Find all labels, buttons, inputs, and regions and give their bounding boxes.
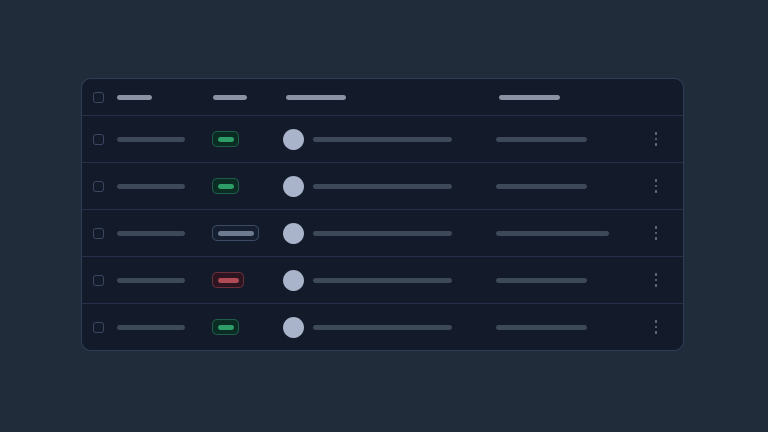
user-skeleton (312, 136, 452, 142)
detail-skeleton (496, 183, 588, 189)
status-badge (212, 225, 260, 241)
table-row[interactable] (82, 115, 683, 162)
row-status-cell (212, 272, 283, 288)
row-name-cell (116, 277, 212, 283)
row-detail-cell (496, 183, 652, 189)
avatar (282, 269, 304, 291)
row-actions-cell (653, 318, 684, 336)
status-badge (212, 131, 240, 147)
user-skeleton (312, 230, 452, 236)
header-skeleton-user (286, 94, 346, 100)
row-checkbox[interactable] (93, 274, 104, 286)
avatar (282, 316, 304, 338)
header-user-cell (284, 94, 499, 100)
status-badge (212, 272, 245, 288)
row-checkbox[interactable] (93, 133, 104, 145)
row-status-cell (212, 178, 283, 194)
table-row[interactable] (82, 209, 683, 256)
row-detail-cell (496, 136, 652, 142)
kebab-menu-icon[interactable] (653, 271, 660, 289)
detail-skeleton (496, 230, 610, 236)
row-status-cell (212, 225, 283, 241)
kebab-menu-icon[interactable] (653, 177, 660, 195)
row-checkbox-cell (82, 180, 117, 192)
row-checkbox[interactable] (93, 180, 104, 192)
row-name-cell (116, 324, 212, 330)
row-name-cell (116, 136, 212, 142)
status-badge (212, 319, 240, 335)
kebab-menu-icon[interactable] (653, 130, 660, 148)
header-skeleton-name (117, 94, 152, 100)
header-detail-cell (499, 94, 656, 100)
user-skeleton (312, 183, 452, 189)
table-row[interactable] (82, 303, 683, 350)
row-checkbox-cell (82, 274, 117, 286)
select-all-checkbox[interactable] (93, 91, 104, 103)
data-table (81, 78, 684, 351)
kebab-menu-icon[interactable] (653, 318, 660, 336)
row-detail-cell (496, 230, 652, 236)
name-skeleton (116, 230, 185, 236)
row-name-cell (116, 183, 212, 189)
row-user-cell (282, 175, 497, 197)
row-checkbox[interactable] (93, 227, 104, 239)
header-checkbox-cell (82, 91, 117, 103)
status-badge-bar (217, 277, 239, 283)
row-user-cell (282, 128, 497, 150)
kebab-menu-icon[interactable] (653, 224, 660, 242)
row-checkbox[interactable] (93, 321, 104, 333)
table-row[interactable] (82, 162, 683, 209)
row-detail-cell (496, 277, 652, 283)
row-actions-cell (653, 177, 684, 195)
name-skeleton (116, 183, 185, 189)
row-user-cell (282, 316, 497, 338)
user-skeleton (312, 324, 452, 330)
detail-skeleton (496, 136, 588, 142)
header-status-cell (213, 94, 284, 100)
row-checkbox-cell (82, 321, 117, 333)
name-skeleton (116, 277, 185, 283)
row-checkbox-cell (82, 133, 117, 145)
detail-skeleton (496, 324, 588, 330)
status-badge (212, 178, 240, 194)
status-badge-bar (217, 230, 254, 236)
row-name-cell (116, 230, 212, 236)
row-checkbox-cell (82, 227, 117, 239)
table-body (82, 115, 683, 350)
row-user-cell (282, 269, 497, 291)
row-actions-cell (653, 130, 684, 148)
header-skeleton-detail (499, 94, 560, 100)
row-actions-cell (653, 271, 684, 289)
header-skeleton-status (213, 94, 247, 100)
status-badge-bar (217, 136, 234, 142)
table-row[interactable] (82, 256, 683, 303)
avatar (282, 222, 304, 244)
status-badge-bar (217, 324, 234, 330)
row-actions-cell (653, 224, 684, 242)
user-skeleton (312, 277, 452, 283)
row-status-cell (212, 319, 283, 335)
name-skeleton (116, 324, 185, 330)
avatar (282, 175, 304, 197)
name-skeleton (116, 136, 185, 142)
avatar (282, 128, 304, 150)
row-status-cell (212, 131, 283, 147)
detail-skeleton (496, 277, 588, 283)
table-header-row (82, 79, 683, 115)
row-user-cell (282, 222, 497, 244)
status-badge-bar (217, 183, 234, 189)
header-name-cell (117, 94, 213, 100)
row-detail-cell (496, 324, 652, 330)
